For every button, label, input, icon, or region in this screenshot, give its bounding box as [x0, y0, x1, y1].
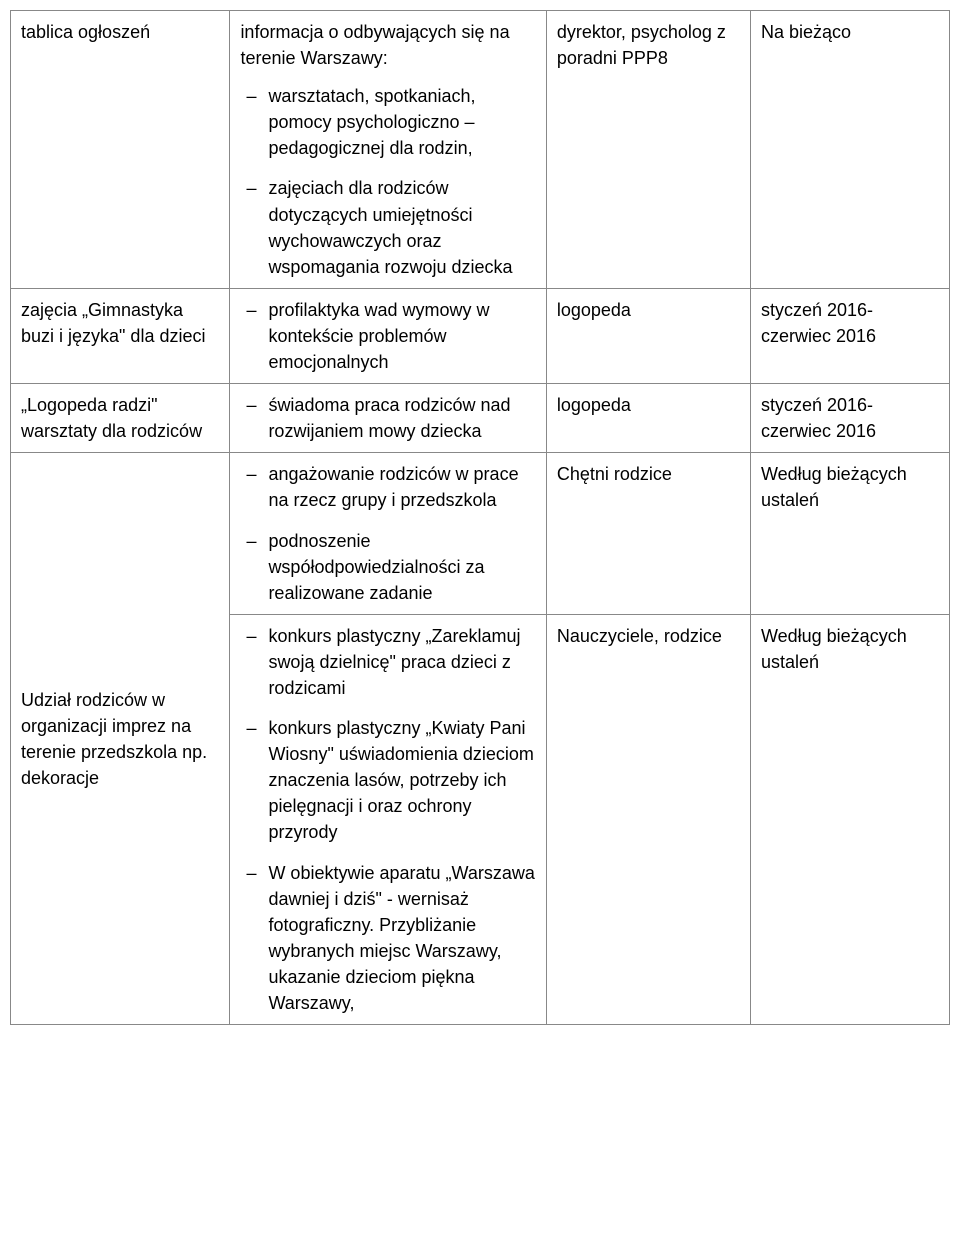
list-item: warsztatach, spotkaniach, pomocy psychol… [240, 83, 535, 161]
cell-timeline: Według bieżących ustaleń [750, 453, 949, 614]
list-item: profilaktyka wad wymowy w kontekście pro… [240, 297, 535, 375]
list-item: zajęciach dla rodziców dotyczących umiej… [240, 175, 535, 279]
timeline-text: Według bieżących ustaleń [761, 626, 907, 672]
cell-description: informacja o odbywających się na terenie… [230, 11, 546, 289]
cell-responsible: Nauczyciele, rodzice [546, 614, 750, 1024]
responsible-text: dyrektor, psycholog z poradni PPP8 [557, 22, 726, 68]
table-row: zajęcia „Gimnastyka buzi i języka" dla d… [11, 288, 950, 383]
activity-text: tablica ogłoszeń [21, 22, 150, 42]
activity-text: Udział rodziców w organizacji imprez na … [21, 690, 207, 788]
cell-description: świadoma praca rodziców nad rozwijaniem … [230, 384, 546, 453]
cell-timeline: styczeń 2016- czerwiec 2016 [750, 384, 949, 453]
cell-activity: „Logopeda radzi" warsztaty dla rodziców [11, 384, 230, 453]
timeline-text: styczeń 2016- czerwiec 2016 [761, 395, 876, 441]
cell-description: konkurs plastyczny „Zareklamuj swoją dzi… [230, 614, 546, 1024]
cell-timeline: styczeń 2016- czerwiec 2016 [750, 288, 949, 383]
activity-text: zajęcia „Gimnastyka buzi i języka" dla d… [21, 300, 205, 346]
cell-responsible: logopeda [546, 288, 750, 383]
schedule-table: tablica ogłoszeń informacja o odbywającyc… [10, 10, 950, 1025]
description-list: angażowanie rodziców w prace na rzecz gr… [240, 461, 535, 605]
timeline-text: Według bieżących ustaleń [761, 464, 907, 510]
responsible-text: logopeda [557, 395, 631, 415]
cell-timeline: Według bieżących ustaleń [750, 614, 949, 1024]
description-intro: informacja o odbywających się na terenie… [240, 19, 535, 71]
cell-responsible: dyrektor, psycholog z poradni PPP8 [546, 11, 750, 289]
table-row: tablica ogłoszeń informacja o odbywającyc… [11, 11, 950, 289]
cell-activity: zajęcia „Gimnastyka buzi i języka" dla d… [11, 288, 230, 383]
cell-description: angażowanie rodziców w prace na rzecz gr… [230, 453, 546, 614]
cell-description: profilaktyka wad wymowy w kontekście pro… [230, 288, 546, 383]
list-item: angażowanie rodziców w prace na rzecz gr… [240, 461, 535, 513]
description-list: profilaktyka wad wymowy w kontekście pro… [240, 297, 535, 375]
table-row: „Logopeda radzi" warsztaty dla rodziców ś… [11, 384, 950, 453]
responsible-text: Chętni rodzice [557, 464, 672, 484]
responsible-text: Nauczyciele, rodzice [557, 626, 722, 646]
list-item: podnoszenie współodpowiedzialności za re… [240, 528, 535, 606]
timeline-text: styczeń 2016- czerwiec 2016 [761, 300, 876, 346]
table-row: Udział rodziców w organizacji imprez na … [11, 453, 950, 614]
description-list: warsztatach, spotkaniach, pomocy psychol… [240, 83, 535, 280]
list-item: W obiektywie aparatu „Warszawa dawniej i… [240, 860, 535, 1017]
list-item: świadoma praca rodziców nad rozwijaniem … [240, 392, 535, 444]
list-item: konkurs plastyczny „Zareklamuj swoją dzi… [240, 623, 535, 701]
list-item: konkurs plastyczny „Kwiaty Pani Wiosny" … [240, 715, 535, 845]
timeline-text: Na bieżąco [761, 22, 851, 42]
description-list: świadoma praca rodziców nad rozwijaniem … [240, 392, 535, 444]
cell-activity: tablica ogłoszeń [11, 11, 230, 289]
cell-timeline: Na bieżąco [750, 11, 949, 289]
description-list: konkurs plastyczny „Zareklamuj swoją dzi… [240, 623, 535, 1016]
activity-text: „Logopeda radzi" warsztaty dla rodziców [21, 395, 202, 441]
responsible-text: logopeda [557, 300, 631, 320]
cell-responsible: Chętni rodzice [546, 453, 750, 614]
cell-responsible: logopeda [546, 384, 750, 453]
cell-activity: Udział rodziców w organizacji imprez na … [11, 453, 230, 1025]
